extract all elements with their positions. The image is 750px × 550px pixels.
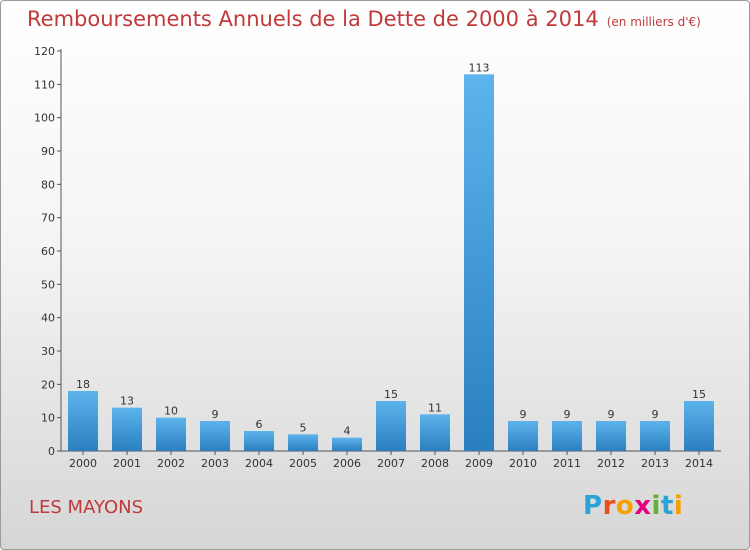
bar xyxy=(420,414,450,451)
y-tick-label: 110 xyxy=(34,78,55,91)
x-tick-label: 2010 xyxy=(509,457,537,470)
logo-letter: x xyxy=(634,491,652,521)
chart-title: Remboursements Annuels de la Dette de 20… xyxy=(27,7,701,31)
y-tick-label: 80 xyxy=(41,178,55,191)
logo-letter: i xyxy=(651,491,661,521)
bar xyxy=(464,74,494,451)
bar-value-label: 9 xyxy=(608,408,615,421)
labels: 18 2000 13 2001 10 2002 9 2003 6 2004 5 2005 4 2006 15… xyxy=(69,61,713,470)
x-tick-label: 2005 xyxy=(289,457,317,470)
y-tick-label: 30 xyxy=(41,345,55,358)
bar xyxy=(156,417,186,451)
bar xyxy=(244,431,274,451)
bar xyxy=(200,421,230,451)
y-tick-label: 70 xyxy=(41,212,55,225)
bar-value-label: 9 xyxy=(564,408,571,421)
bar-value-label: 10 xyxy=(164,405,178,418)
x-tick-label: 2007 xyxy=(377,457,405,470)
y-tick-label: 20 xyxy=(41,378,55,391)
logo-letter: o xyxy=(615,491,635,521)
y-tick-label: 120 xyxy=(34,45,55,58)
bar xyxy=(288,434,318,451)
y-tick-label: 50 xyxy=(41,278,55,291)
bar xyxy=(684,401,714,451)
x-tick-label: 2002 xyxy=(157,457,185,470)
bar-value-label: 9 xyxy=(652,408,659,421)
x-tick-label: 2014 xyxy=(685,457,713,470)
bar-value-label: 13 xyxy=(120,395,134,408)
logo-letter: i xyxy=(673,491,684,521)
bar xyxy=(640,421,670,451)
y-tick-label: 90 xyxy=(41,145,55,158)
bars xyxy=(68,74,714,451)
bar xyxy=(376,401,406,451)
bar-value-label: 15 xyxy=(692,388,706,401)
y-tick-label: 100 xyxy=(34,112,55,125)
y-tick-label: 60 xyxy=(41,245,55,258)
bar xyxy=(552,421,582,451)
bar-value-label: 6 xyxy=(256,418,263,431)
x-tick-label: 2011 xyxy=(553,457,581,470)
title-unit: (en milliers d'€) xyxy=(606,15,701,29)
bar xyxy=(332,437,362,451)
x-tick-label: 2009 xyxy=(465,457,493,470)
bar-value-label: 113 xyxy=(469,61,490,74)
y-tick-label: 0 xyxy=(48,445,55,458)
bar xyxy=(68,391,98,451)
bar xyxy=(596,421,626,451)
logo-letter: P xyxy=(583,491,603,521)
logo-letter: t xyxy=(660,491,674,521)
x-tick-label: 2008 xyxy=(421,457,449,470)
x-tick-label: 2006 xyxy=(333,457,361,470)
title-text: Remboursements Annuels de la Dette de 20… xyxy=(27,7,599,31)
bar-value-label: 4 xyxy=(344,425,351,438)
bar-value-label: 9 xyxy=(212,408,219,421)
x-tick-label: 2001 xyxy=(113,457,141,470)
proxiti-logo: Proxiti xyxy=(583,491,683,521)
y-tick-label: 10 xyxy=(41,412,55,425)
logo-letter: r xyxy=(602,491,616,521)
bar-value-label: 18 xyxy=(76,378,90,391)
bar-value-label: 11 xyxy=(428,401,442,414)
place-name: LES MAYONS xyxy=(29,497,144,518)
x-tick-label: 2003 xyxy=(201,457,229,470)
bar-value-label: 9 xyxy=(520,408,527,421)
x-tick-label: 2012 xyxy=(597,457,625,470)
axes: 0 10 20 30 40 50 60 70 80 90 100 110 120 xyxy=(34,45,721,458)
y-tick-label: 40 xyxy=(41,312,55,325)
bar-value-label: 5 xyxy=(300,421,307,434)
x-tick-label: 2013 xyxy=(641,457,669,470)
x-tick-label: 2004 xyxy=(245,457,273,470)
bar-value-label: 15 xyxy=(384,388,398,401)
x-tick-label: 2000 xyxy=(69,457,97,470)
bar xyxy=(112,407,142,451)
bar xyxy=(508,421,538,451)
